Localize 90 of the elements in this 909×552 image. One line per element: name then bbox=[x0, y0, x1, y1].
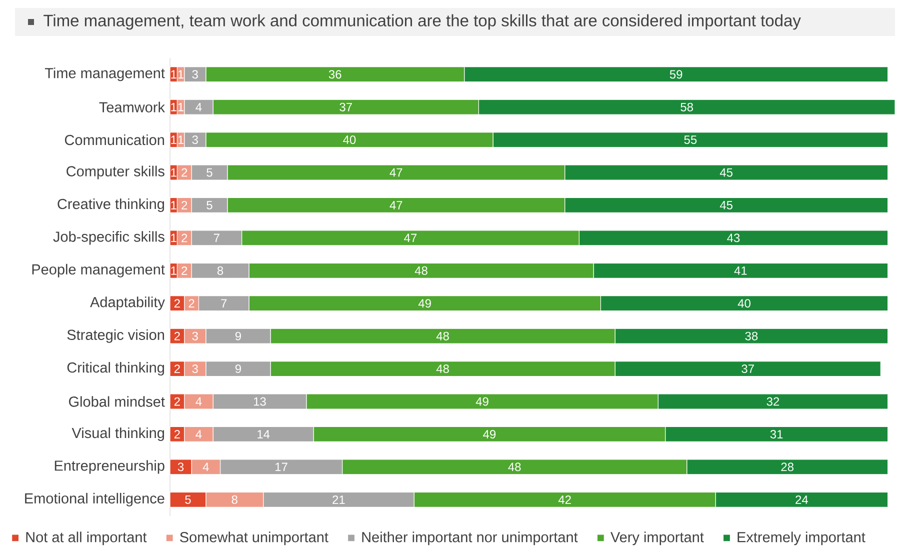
data-label: 1 bbox=[178, 70, 184, 78]
data-label: 28 bbox=[781, 462, 794, 472]
data-label: 1 bbox=[178, 136, 184, 144]
data-label: 1 bbox=[171, 102, 176, 112]
data-label: 55 bbox=[684, 136, 697, 144]
data-label: 17 bbox=[276, 462, 288, 472]
data-label: 38 bbox=[745, 332, 758, 340]
y-tick-label: Adaptability bbox=[90, 296, 165, 310]
data-label: 4 bbox=[196, 102, 202, 112]
data-label: 45 bbox=[720, 168, 732, 177]
data-label: 4 bbox=[196, 430, 202, 438]
y-tick-label: Entrepreneurship bbox=[54, 460, 164, 474]
y-tick-label: Teamwork bbox=[99, 102, 165, 112]
data-label: 1 bbox=[171, 168, 176, 177]
data-label: 9 bbox=[235, 332, 241, 340]
data-label: 47 bbox=[390, 201, 402, 210]
data-label: 8 bbox=[232, 495, 238, 504]
data-label: 37 bbox=[742, 364, 754, 374]
y-tick-label: Global mindset bbox=[68, 396, 165, 407]
data-label: 45 bbox=[720, 201, 732, 210]
data-label: 49 bbox=[418, 299, 431, 308]
data-label: 3 bbox=[192, 136, 198, 144]
data-label: 3 bbox=[192, 70, 198, 79]
y-tick-label: Computer skills bbox=[66, 166, 164, 180]
data-label: 8 bbox=[217, 266, 224, 275]
data-label: 24 bbox=[796, 495, 808, 504]
data-label: 5 bbox=[206, 168, 212, 177]
data-label: 1 bbox=[178, 102, 184, 112]
data-label: 43 bbox=[727, 234, 740, 242]
data-label: 48 bbox=[414, 266, 428, 275]
data-label: 2 bbox=[174, 332, 180, 340]
data-label: 41 bbox=[734, 266, 747, 275]
data-label: 32 bbox=[766, 397, 780, 406]
data-label: 1 bbox=[171, 70, 176, 78]
y-tick-label: Emotional intelligence bbox=[25, 492, 164, 506]
data-label: 2 bbox=[182, 234, 188, 242]
data-label: 49 bbox=[483, 430, 496, 438]
data-label: 49 bbox=[476, 397, 488, 406]
data-label: 42 bbox=[558, 495, 571, 504]
data-label: 2 bbox=[174, 364, 180, 373]
data-label: 1 bbox=[171, 136, 176, 144]
data-label: 2 bbox=[182, 201, 188, 210]
data-label: 4 bbox=[196, 397, 202, 406]
data-label: 47 bbox=[404, 234, 417, 242]
data-label: 40 bbox=[343, 136, 356, 144]
data-label: 2 bbox=[174, 299, 180, 308]
data-label: 2 bbox=[188, 299, 194, 308]
y-tick-label: People management bbox=[32, 264, 165, 278]
data-label: 14 bbox=[258, 430, 270, 438]
data-label: 48 bbox=[436, 332, 449, 340]
data-label: 5 bbox=[185, 495, 191, 504]
y-tick-label: Visual thinking bbox=[72, 427, 164, 441]
legend-label: Somewhat unimportant bbox=[180, 532, 328, 546]
data-label: 37 bbox=[340, 102, 352, 112]
data-label: 2 bbox=[182, 266, 188, 275]
data-label: 48 bbox=[436, 364, 449, 374]
data-label: 48 bbox=[508, 462, 521, 472]
data-label: 7 bbox=[214, 234, 220, 242]
data-label: 40 bbox=[738, 299, 750, 308]
data-label: 1 bbox=[171, 234, 176, 242]
chart-title: Time management, team work and communication are the top skills that are considered important today bbox=[44, 14, 801, 30]
data-label: 2 bbox=[174, 430, 180, 438]
y-tick-label: Communication bbox=[64, 134, 164, 146]
y-tick-label: Job-specific skills bbox=[53, 231, 164, 245]
data-label: 1 bbox=[171, 266, 176, 275]
y-tick-label: Time management bbox=[44, 68, 165, 82]
legend-label: Very important bbox=[610, 532, 704, 546]
y-tick-label: Strategic vision bbox=[67, 329, 164, 343]
data-label: 3 bbox=[192, 364, 198, 374]
data-label: 36 bbox=[328, 70, 342, 79]
data-label: 2 bbox=[174, 397, 180, 406]
data-label: 47 bbox=[390, 168, 402, 177]
data-label: 31 bbox=[770, 430, 783, 438]
data-label: 21 bbox=[332, 495, 345, 504]
data-label: 3 bbox=[178, 462, 184, 472]
data-label: 58 bbox=[680, 102, 693, 112]
legend-label: Not at all important bbox=[26, 532, 147, 546]
data-label: 3 bbox=[192, 332, 198, 340]
data-label: 2 bbox=[182, 168, 188, 177]
data-label: 13 bbox=[254, 397, 266, 406]
data-label: 5 bbox=[206, 201, 212, 210]
y-tick-label: Critical thinking bbox=[67, 362, 164, 376]
data-label: 4 bbox=[202, 462, 209, 472]
legend-label: Neither important nor unimportant bbox=[362, 532, 578, 546]
legend-label: Extremely important bbox=[738, 532, 866, 546]
data-label: 7 bbox=[221, 299, 227, 308]
data-label: 59 bbox=[670, 70, 682, 79]
data-label: 9 bbox=[235, 364, 241, 374]
y-tick-label: Creative thinking bbox=[58, 198, 164, 212]
data-label: 1 bbox=[171, 201, 176, 210]
